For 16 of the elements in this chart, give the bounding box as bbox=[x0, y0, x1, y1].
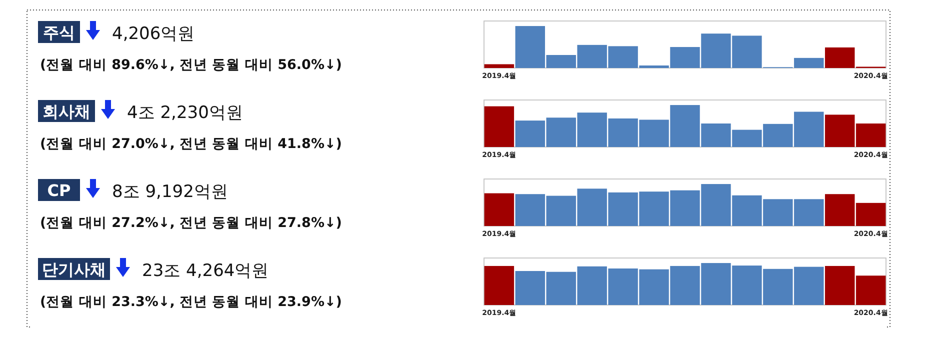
text: 8조 9,192억원 bbox=[112, 182, 228, 202]
bar bbox=[484, 266, 514, 305]
text: 주식 bbox=[43, 23, 75, 42]
text: 4,206억원 bbox=[112, 24, 195, 44]
text: 단기사채 bbox=[42, 260, 106, 279]
text: CP bbox=[47, 181, 72, 200]
text: (전월 대비 89.6%↓, 전년 동월 대비 56.0%↓) bbox=[40, 57, 342, 73]
text: (전월 대비 27.2%↓, 전년 동월 대비 27.8%↓) bbox=[40, 215, 342, 231]
text: 회사채 bbox=[42, 102, 90, 121]
text: 23조 4,264억원 bbox=[142, 261, 269, 281]
text: 4조 2,230억원 bbox=[127, 103, 243, 123]
text: (전월 대비 23.3%↓, 전년 동월 대비 23.9%↓) bbox=[40, 294, 342, 310]
bar bbox=[484, 64, 514, 68]
text: (전월 대비 27.0%↓, 전년 동월 대비 41.8%↓) bbox=[40, 136, 342, 152]
bar bbox=[484, 193, 514, 226]
bar bbox=[484, 106, 514, 147]
